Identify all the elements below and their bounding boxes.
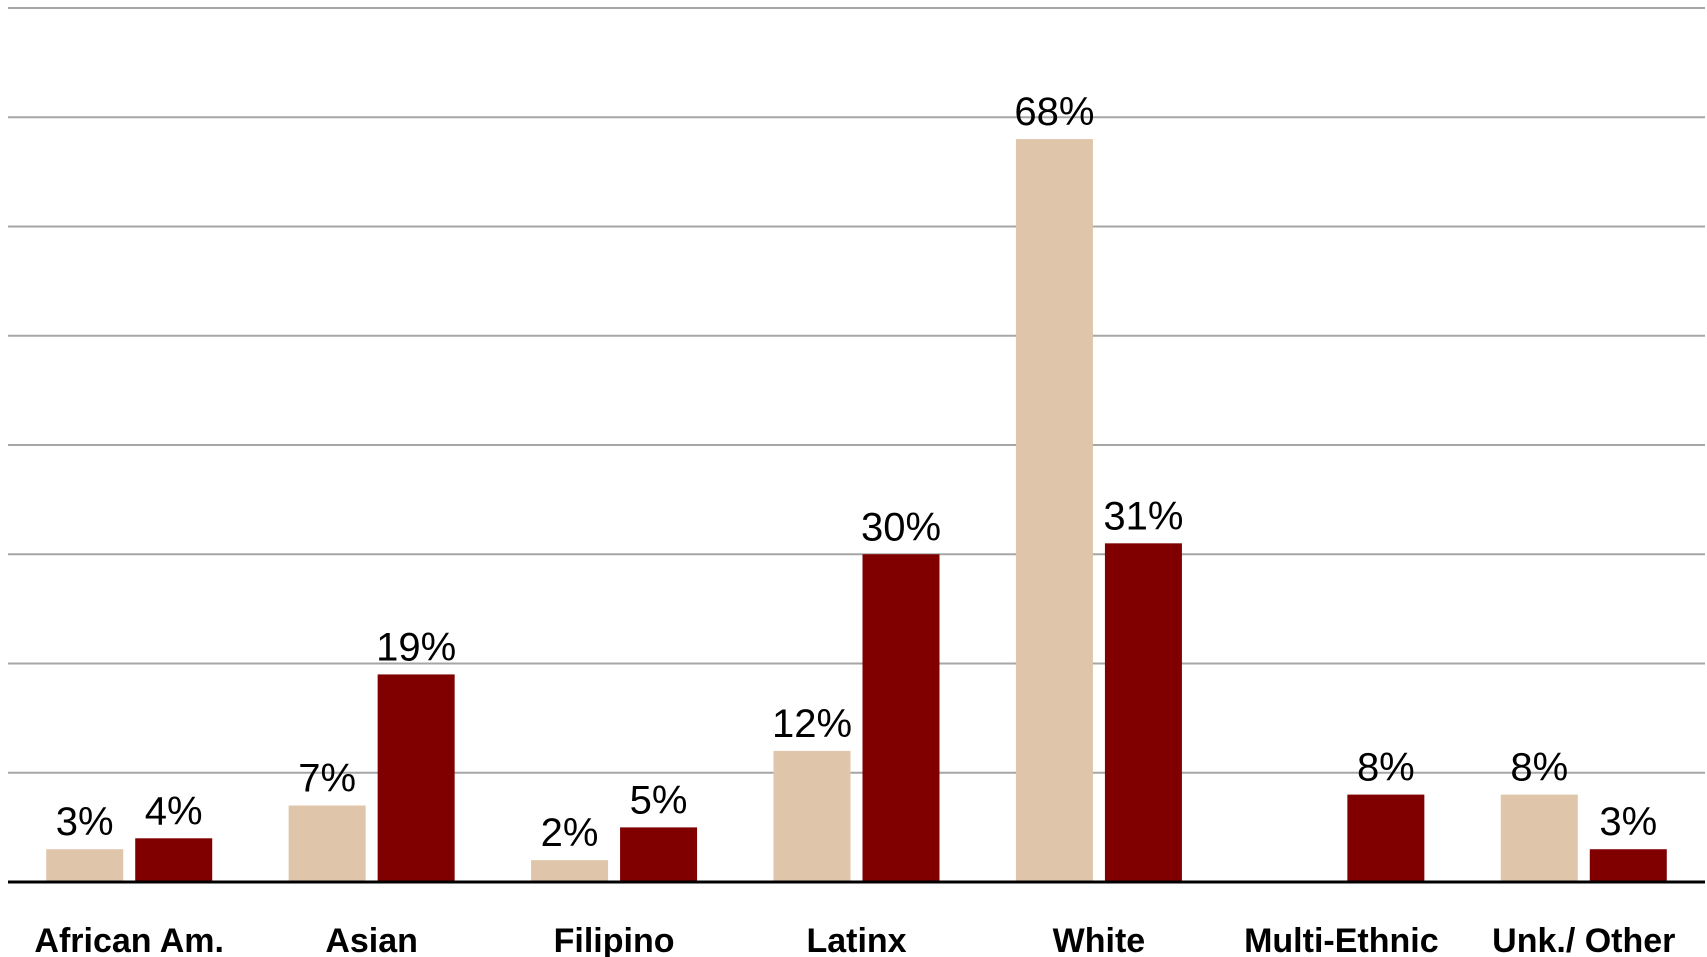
bar [1589,849,1667,882]
x-tick-label: Multi-Ethnic [1244,922,1439,957]
bar [620,827,698,882]
data-labels: 3% 4% 7% 19% 2% 5% 12% 30% 68% 31% 8% 8% 3% [56,90,1657,855]
data-label: 68% [1014,90,1094,134]
x-tick-label: Unk./ Other [1492,922,1675,957]
bar [288,805,366,882]
x-tick-label: Latinx [806,922,906,957]
bar [531,860,609,882]
bar [1347,794,1425,882]
data-label: 30% [861,505,941,549]
bar [1015,139,1093,883]
data-label: 2% [541,811,599,855]
x-tick-label: White [1053,922,1146,957]
data-label: 3% [1599,800,1657,844]
x-tick-label: African Am. [34,922,224,957]
data-label: 5% [630,778,688,822]
bar [1500,794,1578,882]
data-label: 19% [376,625,456,669]
bar [862,554,940,882]
data-label: 7% [298,757,356,801]
bar [1104,543,1182,882]
bar [773,750,851,882]
x-tick-label: Asian [325,922,418,957]
data-label: 3% [56,800,114,844]
data-label: 8% [1357,746,1415,790]
data-label: 31% [1103,494,1183,538]
x-tick-label: Filipino [554,922,675,957]
data-label: 4% [145,789,203,833]
gridlines [8,7,1705,774]
data-label: 8% [1510,746,1568,790]
bar [135,838,213,882]
bar [46,849,124,882]
bar [377,674,455,882]
data-label: 12% [772,702,852,746]
bars [46,139,1667,883]
x-axis-labels: African Am. Asian Filipino Latinx White Multi… [34,922,1675,957]
